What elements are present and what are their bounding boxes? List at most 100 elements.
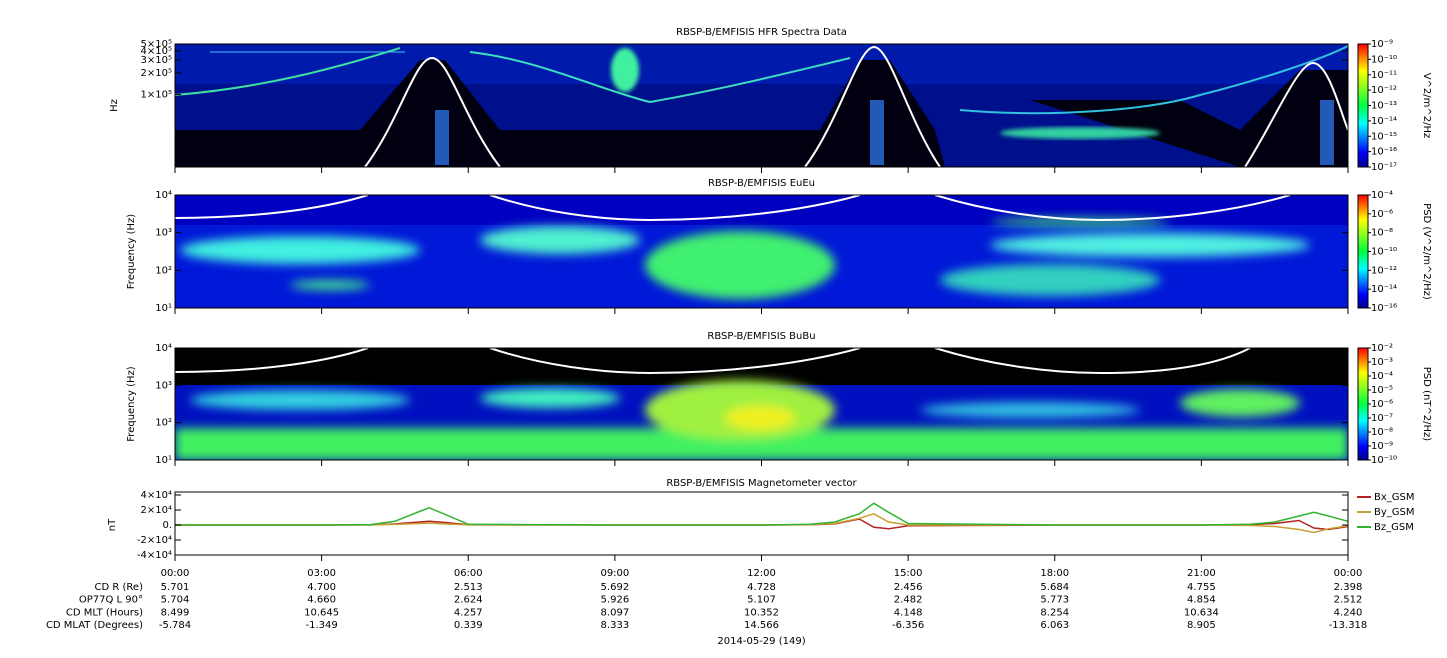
ephemeris-value: -5.784 xyxy=(159,620,191,631)
ephemeris-value: 2.482 xyxy=(894,595,923,606)
colorbar-tick-label: 10⁻¹⁴ xyxy=(1371,116,1397,127)
plot-frame xyxy=(174,194,1349,309)
spectrogram-image xyxy=(175,195,1348,308)
y-tick-label: -4×10⁴ xyxy=(137,550,172,561)
ephemeris-value: 14.566 xyxy=(744,620,779,631)
ephemeris-value: 5.773 xyxy=(1040,595,1069,606)
ephemeris-value: 4.755 xyxy=(1187,582,1216,593)
ephemeris-value: -6.356 xyxy=(892,620,924,631)
x-tick-label: 00:00 xyxy=(1334,568,1363,579)
y-tick-label: 4×10⁴ xyxy=(141,490,172,501)
panel-title: RBSP-B/EMFISIS HFR Spectra Data xyxy=(676,27,847,38)
colorbar-tick-label: 10⁻¹⁶ xyxy=(1371,303,1397,314)
ephemeris-value: 2.398 xyxy=(1334,582,1363,593)
ephemeris-value: 5.926 xyxy=(601,595,630,606)
colorbar-tick-label: 10⁻¹³ xyxy=(1371,101,1397,112)
ephemeris-value: 0.339 xyxy=(454,620,483,631)
x-tick-label: 06:00 xyxy=(454,568,483,579)
y-tick-label: 10⁴ xyxy=(155,343,172,354)
y-axis-label: Frequency (Hz) xyxy=(126,366,137,442)
plot-frame xyxy=(174,43,1349,168)
colorbar-tick-label: 10⁻⁵ xyxy=(1371,385,1393,396)
colorbar-tick-label: 10⁻¹² xyxy=(1371,85,1397,96)
ephemeris-value: 8.499 xyxy=(161,607,190,618)
x-tick-label: 15:00 xyxy=(894,568,923,579)
plot-frame xyxy=(174,347,1349,461)
y-tick-label: 5×10⁵ xyxy=(141,39,172,50)
series-line xyxy=(175,502,1349,526)
colorbar-tick-label: 10⁻² xyxy=(1371,343,1393,354)
y-axis-label: Hz xyxy=(109,99,120,112)
ephemeris-label: CD R (Re) xyxy=(95,582,144,593)
colorbar xyxy=(1357,347,1369,461)
colorbar-tick-label: 10⁻⁷ xyxy=(1371,413,1393,424)
ephemeris-value: 2.456 xyxy=(894,582,923,593)
colorbar-tick-label: 10⁻¹² xyxy=(1371,265,1397,276)
colorbar-tick-label: 10⁻¹⁰ xyxy=(1371,247,1397,258)
colorbar-tick-label: 10⁻¹⁵ xyxy=(1371,131,1397,142)
y-tick-label: 10² xyxy=(155,418,172,429)
y-tick-label: 10¹ xyxy=(155,303,172,314)
ephemeris-value: 2.624 xyxy=(454,595,483,606)
colorbar-tick-label: 10⁻¹⁶ xyxy=(1371,147,1397,158)
colorbar xyxy=(1357,43,1369,168)
ephemeris-value: 2.513 xyxy=(454,582,483,593)
y-axis-label: nT xyxy=(107,518,118,531)
ephemeris-value: 4.728 xyxy=(747,582,776,593)
ephemeris-value: 4.700 xyxy=(307,582,336,593)
y-tick-label: 1×10⁵ xyxy=(141,90,172,101)
spectrogram-image xyxy=(175,44,1348,167)
colorbar-tick-label: 10⁻⁸ xyxy=(1371,427,1393,438)
y-tick-label: 2×10⁵ xyxy=(141,68,172,79)
x-tick-label: 12:00 xyxy=(747,568,776,579)
y-tick-label: 10³ xyxy=(155,228,172,239)
y-tick-label: 10² xyxy=(155,265,172,276)
colorbar-tick-label: 10⁻⁹ xyxy=(1371,39,1393,50)
y-tick-label: 0. xyxy=(162,520,172,531)
ephemeris-value: 8.254 xyxy=(1040,607,1069,618)
y-tick-label: 10⁴ xyxy=(155,190,172,201)
ephemeris-value: 5.684 xyxy=(1040,582,1069,593)
colorbar-tick-label: 10⁻¹⁷ xyxy=(1371,162,1397,173)
x-tick-label: 21:00 xyxy=(1187,568,1216,579)
y-tick-label: 2×10⁴ xyxy=(141,505,172,516)
y-tick-label: -2×10⁴ xyxy=(137,535,172,546)
panel-title: RBSP-B/EMFISIS BuBu xyxy=(707,331,815,342)
ephemeris-value: 4.240 xyxy=(1334,607,1363,618)
y-tick-label: 4×10⁵ xyxy=(141,46,172,57)
colorbar-tick-label: 10⁻⁶ xyxy=(1371,399,1393,410)
ephemeris-label: CD MLT (Hours) xyxy=(66,607,143,618)
legend-label: Bz_GSM xyxy=(1374,522,1414,533)
colorbar-label: PSD (V^2/m^2/Hz) xyxy=(1421,203,1432,300)
y-axis-label: Frequency (Hz) xyxy=(126,214,137,290)
x-axis-label: 2014-05-29 (149) xyxy=(717,636,805,647)
colorbar-tick-label: 10⁻³ xyxy=(1371,357,1393,368)
colorbar-tick-label: 10⁻⁴ xyxy=(1371,190,1393,201)
legend-label: By_GSM xyxy=(1374,507,1415,518)
x-tick-label: 09:00 xyxy=(600,568,629,579)
y-tick-label: 3×10⁵ xyxy=(141,55,172,66)
colorbar-tick-label: 10⁻⁴ xyxy=(1371,371,1393,382)
ephemeris-value: 4.148 xyxy=(894,607,923,618)
ephemeris-value: 8.097 xyxy=(601,607,630,618)
y-tick-label: 10¹ xyxy=(155,455,172,466)
colorbar-label: PSD (nT^2/Hz) xyxy=(1421,367,1432,441)
plot-frame xyxy=(174,491,1349,556)
x-tick-label: 00:00 xyxy=(161,568,190,579)
ephemeris-label: OP77Q L 90° xyxy=(79,595,143,606)
ephemeris-value: 5.701 xyxy=(161,582,190,593)
x-tick-label: 18:00 xyxy=(1040,568,1069,579)
colorbar-tick-label: 10⁻¹⁰ xyxy=(1371,455,1397,466)
ephemeris-value: 8.333 xyxy=(601,620,630,631)
colorbar-tick-label: 10⁻¹⁰ xyxy=(1371,54,1397,65)
colorbar-tick-label: 10⁻⁸ xyxy=(1371,228,1393,239)
colorbar-tick-label: 10⁻⁹ xyxy=(1371,441,1393,452)
ephemeris-value: 6.063 xyxy=(1040,620,1069,631)
ephemeris-value: 4.660 xyxy=(307,595,336,606)
colorbar-label: V^2/m^2/Hz xyxy=(1421,73,1432,139)
ephemeris-value: 10.352 xyxy=(744,607,779,618)
ephemeris-value: -1.349 xyxy=(306,620,338,631)
ephemeris-value: 4.257 xyxy=(454,607,483,618)
